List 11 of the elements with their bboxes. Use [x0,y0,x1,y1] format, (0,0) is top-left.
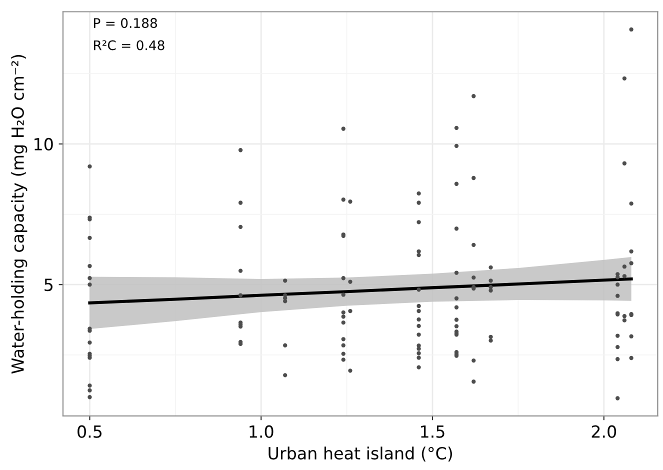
y-tick-label: 10 [34,138,53,151]
annotation: P = 0.188 [94,18,157,28]
x-tick-label: 2.0 [592,425,616,438]
x-axis-title: Urban heat island (°C) [268,446,452,462]
y-tick-label: 5 [44,278,52,292]
x-tick-label: 1.0 [250,425,274,438]
y-axis-title: Water-holding capacity (mg H₂O cm⁻²) [11,55,28,374]
x-tick-label: 0.5 [78,425,102,438]
x-tick-label: 1.5 [421,425,444,438]
line-series [88,277,633,304]
annotation: R²C = 0.48 [94,40,164,50]
